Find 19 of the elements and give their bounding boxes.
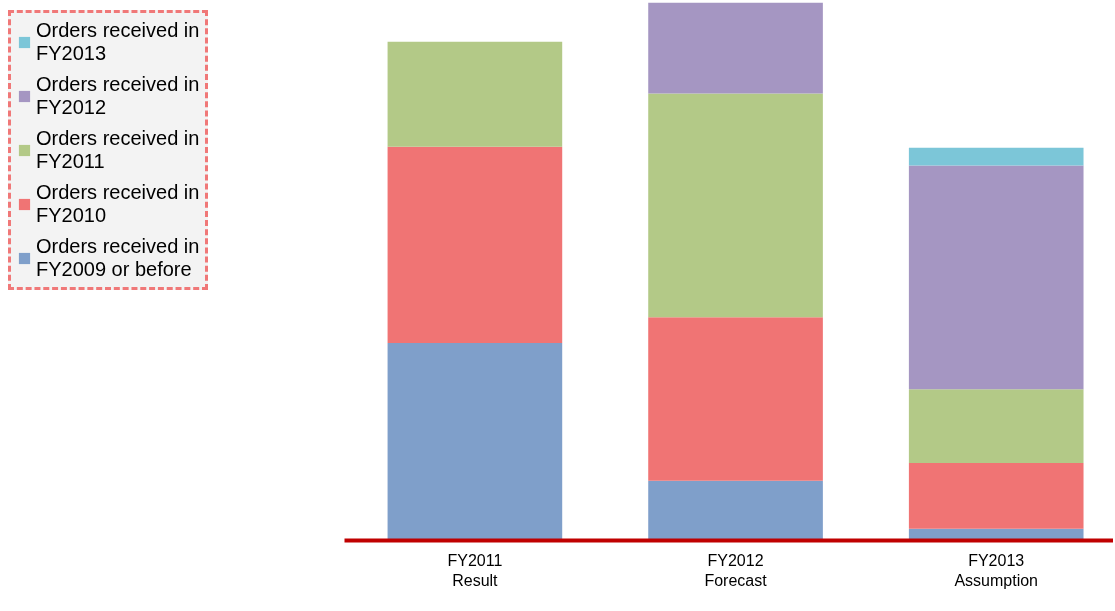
- bar: [648, 317, 823, 481]
- legend-label: Orders received in FY2010: [36, 181, 200, 227]
- x-tick-label: FY2013 Assumption: [954, 551, 1038, 589]
- bar: [648, 93, 823, 318]
- bar: [387, 343, 563, 541]
- bar: [908, 389, 1084, 464]
- bar: [387, 41, 563, 147]
- legend-label: Orders received in FY2013: [36, 19, 200, 65]
- bar: [908, 165, 1084, 390]
- bar: [387, 146, 563, 344]
- bar: [908, 463, 1084, 529]
- x-tick-label: FY2012 Forecast: [704, 551, 768, 589]
- legend-label: Orders received in FY2011: [36, 127, 200, 173]
- x-tick-label: FY2011 Result: [447, 551, 503, 589]
- bar: [648, 2, 823, 94]
- bar: [908, 147, 1084, 166]
- bar: [648, 480, 823, 541]
- legend-label: Orders received in FY2009 or before: [36, 235, 200, 281]
- legend-label: Orders received in FY2012: [36, 73, 200, 119]
